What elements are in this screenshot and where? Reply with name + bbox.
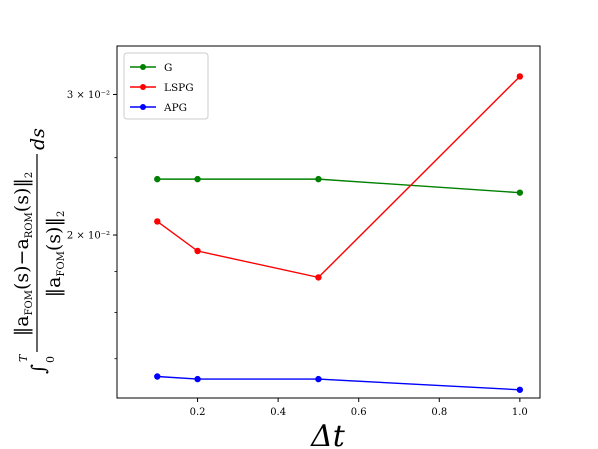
x-tick-label: 0.2 [190,407,206,418]
data-point-apg [516,386,524,393]
legend-marker [140,104,146,110]
svg-text:0: 0 [44,356,57,363]
x-tick-label: 0.4 [270,407,286,418]
svg-text:T: T [17,353,30,362]
y-tick-label: 3 × 10⁻² [67,90,110,101]
series-line-apg [157,375,520,391]
x-tick-label: 1.0 [512,407,528,418]
svg-text:‖aFOM(s)−aROM(s)‖2: ‖aFOM(s)−aROM(s)‖2 [11,172,35,336]
legend-marker [140,84,146,90]
legend-box [123,52,209,120]
x-axis-label: Δt [310,419,346,449]
legend-label-g: G [164,62,172,74]
series-line-lspg [156,75,521,279]
plot-area [154,73,524,393]
legend-marker [140,64,146,70]
svg-text:‖aFOM(s)‖2: ‖aFOM(s)‖2 [43,211,67,298]
data-point-lspg [154,218,161,225]
axes-frame [116,45,541,399]
y-axis: 2 × 10⁻² 3 × 10⁻² [67,90,117,360]
data-point-lspg [194,247,201,255]
x-axis: 0.2 0.4 0.6 0.8 1.0 [190,398,528,418]
data-point-g [154,175,161,183]
data-point-g [194,175,201,183]
y-tick-label: 2 × 10⁻² [67,231,110,242]
data-point-g [516,189,524,196]
data-point-apg [315,375,322,383]
x-tick-label: 0.6 [351,407,367,418]
legend-label-apg: APG [163,102,187,114]
y-axis-label: ∫ 0 T ‖aFOM(s)−aROM(s)‖2 ‖aFOM(s)‖2 ds [11,128,67,374]
data-point-lspg [516,73,524,80]
svg-text:ds: ds [27,128,49,150]
x-tick-label: 0.8 [431,407,447,418]
data-point-g [315,175,322,183]
legend: G LSPG APG [123,52,209,120]
data-point-lspg [315,274,322,281]
data-point-apg [154,373,161,380]
svg-text:∫: ∫ [28,364,50,374]
legend-label-lspg: LSPG [164,82,194,94]
data-point-apg [194,375,201,383]
series-line-g [157,178,520,194]
